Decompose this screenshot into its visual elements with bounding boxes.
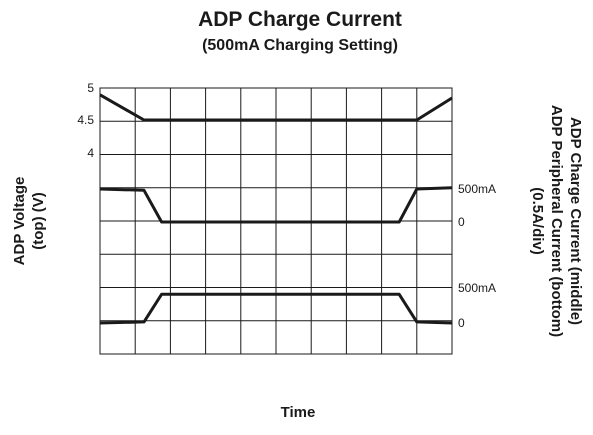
- y-tick-left-5: 5: [87, 81, 94, 95]
- x-axis-label: Time: [281, 404, 316, 421]
- trace-adp-peripheral-current: [99, 292, 453, 325]
- trace-adp-charge-current: [99, 186, 453, 224]
- y-tick-right-peripheral-500ma: 500mA: [458, 281, 496, 295]
- y-tick-left-4-5: 4.5: [77, 113, 94, 127]
- y-tick-right-charge-0: 0: [458, 215, 465, 229]
- y-tick-left-4: 4: [87, 146, 94, 160]
- plot-traces: [99, 93, 453, 325]
- chart-subtitle: (500mA Charging Setting): [202, 37, 398, 54]
- y-axis-label-right-line2: ADP Peripheral Current (bottom): [548, 105, 565, 337]
- y-axis-label-right: ADP Charge Current (middle) ADP Peripher…: [529, 105, 584, 337]
- y-axis-label-left: ADP Voltage (top) (V): [11, 177, 47, 266]
- y-axis-label-right-line3: (0.5A/div): [529, 187, 546, 255]
- y-tick-right-peripheral-0: 0: [458, 316, 465, 330]
- y-axis-label-left-line2: (top) (V): [30, 192, 47, 249]
- y-axis-label-right-line1: ADP Charge Current (middle): [567, 117, 584, 325]
- chart-title: ADP Charge Current: [198, 8, 402, 31]
- trace-adp-voltage: [99, 93, 453, 122]
- y-tick-right-charge-500ma: 500mA: [458, 182, 496, 196]
- y-axis-label-left-line1: ADP Voltage: [11, 177, 28, 266]
